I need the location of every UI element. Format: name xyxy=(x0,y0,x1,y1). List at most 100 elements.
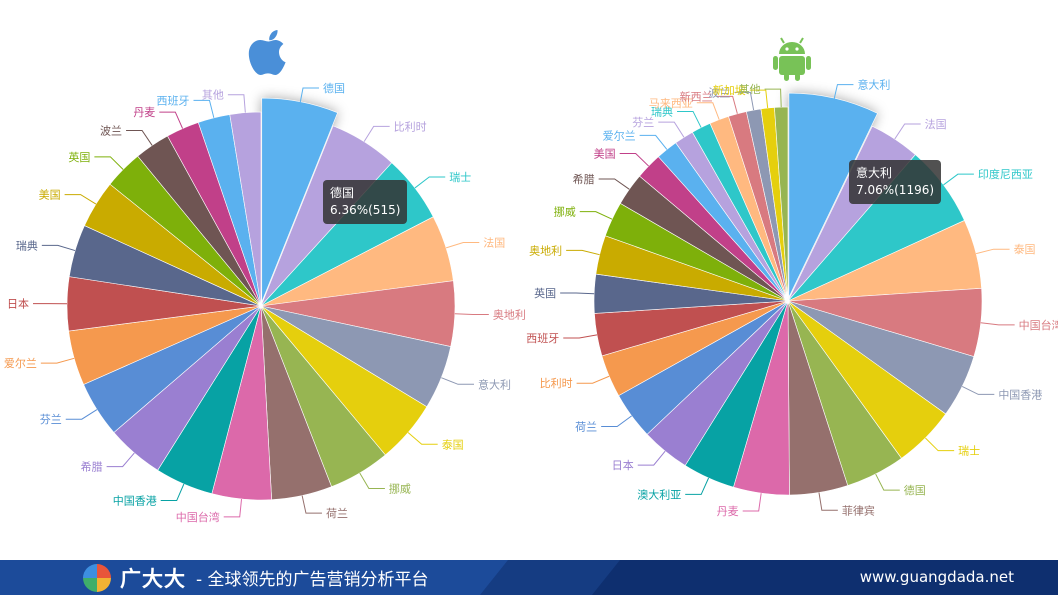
label-line xyxy=(598,178,630,190)
label-line xyxy=(832,84,854,103)
label-line xyxy=(894,123,921,140)
brand-name: 广大大 xyxy=(120,566,186,591)
label-line xyxy=(160,483,185,502)
label-line xyxy=(41,244,76,252)
android-icon xyxy=(773,37,811,81)
slice-label: 奥地利 xyxy=(529,243,562,257)
slice-label: 意大利 xyxy=(857,78,890,92)
label-line xyxy=(363,125,390,142)
slice-label: 瑞典 xyxy=(16,238,38,252)
slice-label: 挪威 xyxy=(554,205,576,219)
label-line xyxy=(619,153,649,167)
slice-label: 爱尔兰 xyxy=(4,357,37,370)
tooltip-android-title: 意大利 xyxy=(856,166,893,180)
pie-slice[interactable] xyxy=(229,111,262,307)
label-line xyxy=(576,375,610,384)
slice-label: 丹麦 xyxy=(717,505,739,518)
slice-label: 新加坡 xyxy=(713,83,746,97)
website-link[interactable]: www.guangdada.net xyxy=(859,568,1014,586)
label-line xyxy=(980,322,1015,326)
label-line xyxy=(414,176,446,189)
slice-label: 美国 xyxy=(594,148,616,161)
label-line xyxy=(193,99,215,118)
label-line xyxy=(454,313,489,316)
pie-slice[interactable] xyxy=(774,106,789,302)
slice-label: 挪威 xyxy=(389,481,411,495)
slice-label: 泰国 xyxy=(442,437,464,451)
label-line xyxy=(818,492,838,511)
tooltip-android-value: 7.06%(1196) xyxy=(856,183,935,197)
slice-label: 比利时 xyxy=(394,120,427,133)
slice-label: 希腊 xyxy=(81,460,103,474)
label-line xyxy=(658,121,685,138)
slice-label: 中国台湾 xyxy=(176,510,220,524)
slice-label: 希腊 xyxy=(573,172,595,186)
brand: 广大大 - 全球领先的广告营销分析平台 xyxy=(82,563,429,592)
label-line xyxy=(677,110,702,128)
slice-label: 澳大利亚 xyxy=(637,487,681,501)
label-line xyxy=(94,156,124,170)
label-line xyxy=(579,211,613,220)
label-line xyxy=(407,432,438,445)
slice-label: 芬兰 xyxy=(632,116,654,129)
slice-label: 瑞士 xyxy=(449,170,471,184)
slice-label: 德国 xyxy=(904,483,926,497)
slice-label: 泰国 xyxy=(1014,242,1036,256)
slice-label: 德国 xyxy=(323,81,345,95)
slice-label: 英国 xyxy=(534,286,556,300)
pie-chart-0: 德国比利时瑞士法国奥地利意大利泰国挪威荷兰中国台湾中国香港希腊芬兰爱尔兰日本瑞典… xyxy=(4,81,526,524)
label-line xyxy=(441,377,475,385)
slice-label: 英国 xyxy=(68,150,90,164)
label-line xyxy=(925,437,955,452)
label-line xyxy=(64,194,97,205)
slice-label: 瑞典 xyxy=(651,104,673,118)
label-line xyxy=(159,111,184,129)
label-line xyxy=(637,450,666,466)
tooltip-apple-value: 6.36%(515) xyxy=(330,203,401,217)
label-line xyxy=(716,95,738,114)
label-line xyxy=(563,334,598,339)
slice-label: 印度尼西亚 xyxy=(978,167,1033,181)
slice-label: 美国 xyxy=(39,189,61,202)
slice-label: 比利时 xyxy=(540,377,573,390)
slice-label: 法国 xyxy=(925,117,947,131)
apple-icon xyxy=(248,30,286,75)
slice-label: 中国香港 xyxy=(998,388,1042,401)
brand-slogan: - 全球领先的广告营销分析平台 xyxy=(196,570,429,590)
label-line xyxy=(299,87,320,106)
label-line xyxy=(126,130,153,146)
slice-label: 瑞士 xyxy=(958,444,980,458)
slice-label: 芬兰 xyxy=(40,413,62,426)
label-line xyxy=(227,94,246,113)
label-line xyxy=(65,409,98,420)
slice-label: 爱尔兰 xyxy=(603,129,636,142)
label-line xyxy=(975,248,1010,255)
slice-label: 意大利 xyxy=(478,377,511,391)
footer-bar: 广大大 - 全球领先的广告营销分析平台 www.guangdada.net xyxy=(0,560,1058,595)
label-line xyxy=(749,89,769,109)
label-line xyxy=(359,472,385,489)
slice-label: 西班牙 xyxy=(156,94,189,107)
label-line xyxy=(560,292,595,295)
slice-label: 荷兰 xyxy=(575,421,597,434)
label-line xyxy=(639,134,668,150)
slice-label: 荷兰 xyxy=(326,507,348,520)
charts-area: 德国 比利时 瑞士 法国 奥地利 意大利 泰国 挪威 荷兰 中国台湾 中国香港 希腊 芬兰 爱尔兰 日本 瑞典… xyxy=(4,30,1058,524)
slice-label: 其他 xyxy=(739,83,761,96)
slice-label: 波兰 xyxy=(100,125,122,138)
label-line xyxy=(685,477,710,495)
slice-label: 中国香港 xyxy=(113,495,157,508)
label-line xyxy=(106,452,135,468)
slice-label: 日本 xyxy=(612,458,634,472)
label-line xyxy=(943,173,974,186)
label-line xyxy=(875,473,900,491)
label-line xyxy=(601,415,632,428)
label-line xyxy=(742,493,762,512)
slice-label: 菲律宾 xyxy=(842,503,875,517)
slice-label: 新西兰 xyxy=(680,89,713,103)
slice-label: 日本 xyxy=(7,297,29,311)
tooltip-apple-title: 德国 xyxy=(330,186,355,200)
label-line xyxy=(696,102,720,120)
label-line xyxy=(961,386,995,395)
slice-label: 西班牙 xyxy=(526,332,559,345)
